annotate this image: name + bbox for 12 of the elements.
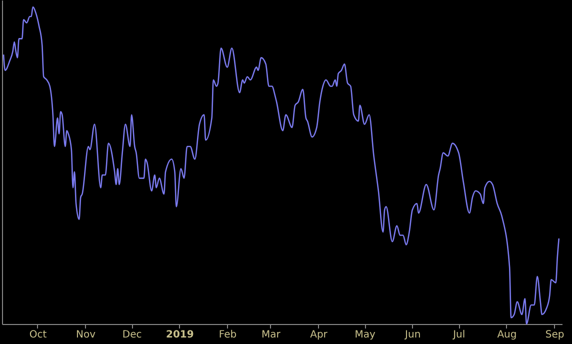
- x-tick-label: Aug: [497, 330, 517, 340]
- x-tick-label: Mar: [261, 330, 282, 340]
- x-tick-label: Dec: [122, 330, 142, 340]
- x-tick-label: Nov: [76, 330, 96, 340]
- x-tick-label: 2019: [166, 330, 194, 340]
- x-tick-label: Sep: [545, 330, 564, 340]
- x-tick-label: Oct: [29, 330, 47, 340]
- x-tick-label: Jun: [404, 330, 421, 340]
- x-tick-label: Jul: [452, 330, 466, 340]
- x-tick-label: May: [354, 330, 376, 340]
- x-tick-label: Apr: [310, 330, 328, 340]
- x-tick-label: Feb: [218, 330, 237, 340]
